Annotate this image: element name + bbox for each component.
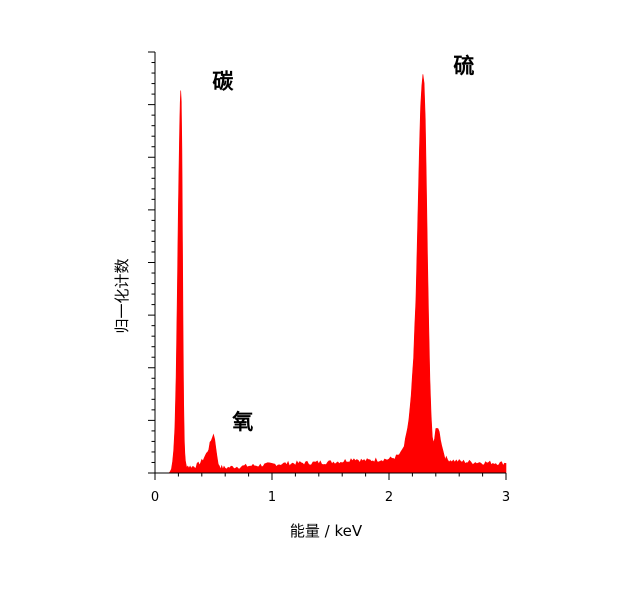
plot-area: 碳氧 硫 (168, 54, 507, 474)
x-tick-label: 3 (502, 490, 510, 505)
x-tick-label: 0 (151, 490, 159, 505)
peak-label: 碳 (212, 69, 234, 93)
x-tick-label: 2 (385, 490, 393, 505)
x-tick-label: 1 (268, 490, 276, 505)
peak-label: 氧 (232, 410, 253, 434)
x-axis: 0 1 2 3 (151, 472, 510, 505)
y-axis (148, 51, 156, 474)
y-axis-label: 归一化计数 (113, 258, 131, 333)
x-axis-label: 能量 / keV (290, 522, 363, 540)
peak-label: 硫 (453, 54, 474, 78)
spectrum-area (168, 74, 507, 474)
